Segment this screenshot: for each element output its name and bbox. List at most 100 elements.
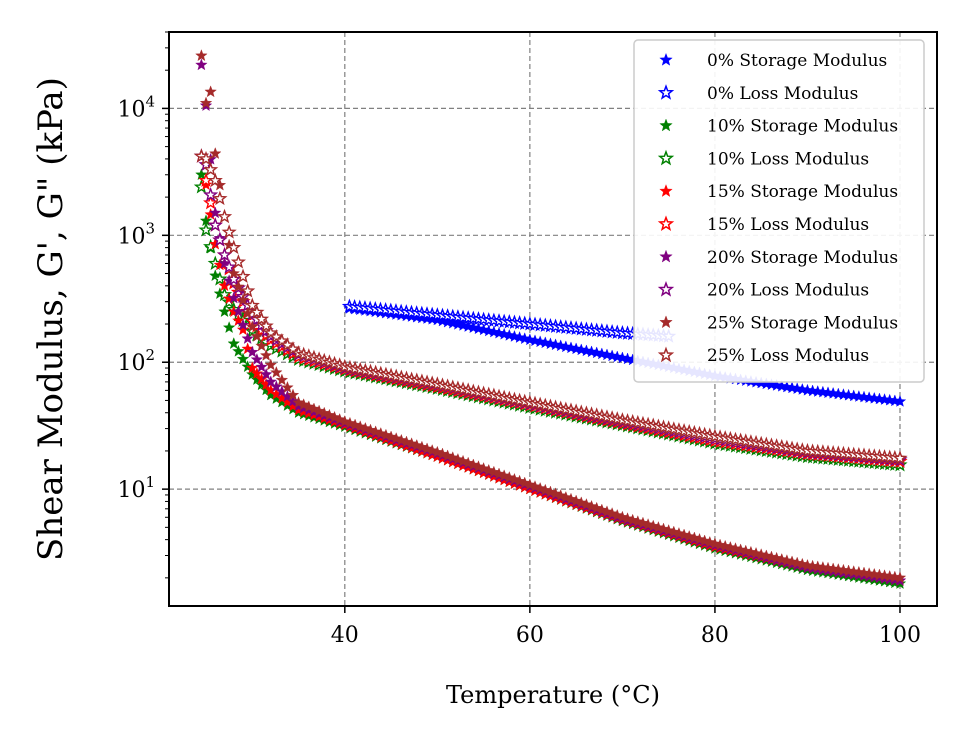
axes: 40 60 80 100 101 102 103 104 [117, 31, 921, 648]
legend-marker [657, 149, 675, 166]
legend-label: 25% Loss Modulus [707, 346, 869, 366]
data-point [893, 571, 907, 584]
data-point [232, 344, 245, 357]
x-axis-title: Temperature (°C) [446, 681, 660, 709]
data-point [236, 293, 250, 306]
data-point [259, 348, 273, 361]
data-point [244, 297, 260, 312]
legend-entry: 10% Loss Modulus [657, 149, 869, 169]
data-point [203, 194, 219, 210]
legend-box [633, 39, 925, 383]
data-point [218, 279, 231, 292]
legend-label: 15% Loss Modulus [707, 215, 869, 235]
data-point [232, 280, 245, 293]
legend-marker [659, 52, 673, 66]
legend-label: 20% Loss Modulus [707, 281, 869, 301]
legend-entry: 25% Storage Modulus [659, 313, 898, 333]
y-tick-label: 104 [117, 92, 155, 122]
data-point [221, 224, 237, 239]
legend-entry: 15% Loss Modulus [657, 215, 869, 235]
x-tick-label: 60 [516, 623, 544, 648]
data-point [203, 161, 219, 177]
legend-label: 10% Storage Modulus [707, 117, 898, 137]
data-point [892, 450, 908, 465]
data-point [250, 329, 264, 342]
data-point [204, 85, 217, 98]
data-point [199, 96, 213, 109]
data-point [281, 381, 294, 393]
data-point [195, 168, 208, 181]
legend-entry: 0% Storage Modulus [659, 51, 887, 71]
data-point [286, 388, 300, 401]
x-tick-label: 80 [701, 623, 729, 648]
y-tick-label: 102 [117, 346, 155, 376]
legend-label: 0% Storage Modulus [707, 51, 887, 71]
data-point [250, 353, 264, 365]
data-point [241, 332, 254, 344]
series-9 [195, 49, 907, 584]
legend-marker [659, 315, 673, 329]
legend-label: 15% Storage Modulus [707, 182, 898, 202]
data-point [246, 361, 259, 374]
x-tick-label: 40 [331, 623, 359, 648]
data-point [221, 259, 237, 274]
legend-marker [657, 280, 675, 297]
legend-marker [659, 118, 673, 132]
data-point [275, 373, 289, 386]
legend-label: 0% Loss Modulus [707, 84, 858, 104]
legend-marker [659, 184, 673, 197]
y-tick-label: 101 [117, 473, 155, 503]
plot-frame [168, 31, 938, 607]
data-point [259, 367, 273, 380]
data-point [199, 178, 213, 191]
data-point [212, 190, 228, 206]
legend-label: 10% Loss Modulus [707, 149, 869, 169]
legend-entry: 25% Loss Modulus [657, 346, 869, 366]
data-point [227, 337, 241, 350]
data-point [195, 58, 208, 71]
data-point [253, 311, 270, 326]
legend-label: 25% Storage Modulus [707, 313, 898, 333]
data-point [264, 358, 278, 371]
legend-entry: 0% Loss Modulus [657, 84, 858, 104]
data-point [236, 323, 250, 336]
data-point [212, 232, 228, 247]
data-point [246, 320, 259, 333]
data-point [235, 268, 251, 284]
data-point [255, 339, 268, 352]
data-point [236, 318, 250, 331]
legend-entry: 20% Loss Modulus [657, 280, 869, 301]
data-point [209, 147, 222, 159]
data-point [226, 239, 242, 255]
data-point [222, 321, 236, 334]
series-10 [193, 148, 908, 465]
data-point [250, 367, 264, 379]
data-point [246, 345, 259, 358]
data-point [249, 304, 265, 319]
x-tick-label: 100 [879, 623, 921, 648]
data-point [216, 208, 233, 224]
data-point [212, 271, 228, 286]
data-point [198, 150, 214, 166]
data-point [258, 318, 274, 333]
data-point [209, 206, 222, 219]
legend-marker [657, 84, 675, 100]
data-point [207, 172, 223, 188]
data-point [207, 217, 223, 232]
legend-label: 20% Storage Modulus [707, 248, 898, 268]
legend-marker [657, 346, 675, 363]
series-layer [193, 49, 908, 589]
legend: 0% Storage Modulus 0% Loss Modulus 10% Sto… [633, 39, 925, 383]
data-point [203, 186, 219, 202]
data-point [230, 254, 246, 269]
data-point [270, 380, 283, 393]
legend-marker [657, 215, 675, 231]
data-point [198, 222, 214, 237]
data-point [226, 271, 242, 286]
legend-entry: 15% Storage Modulus [659, 182, 898, 202]
data-point [216, 246, 233, 262]
legend-entry: 20% Storage Modulus [659, 248, 898, 268]
data-point [236, 352, 250, 365]
